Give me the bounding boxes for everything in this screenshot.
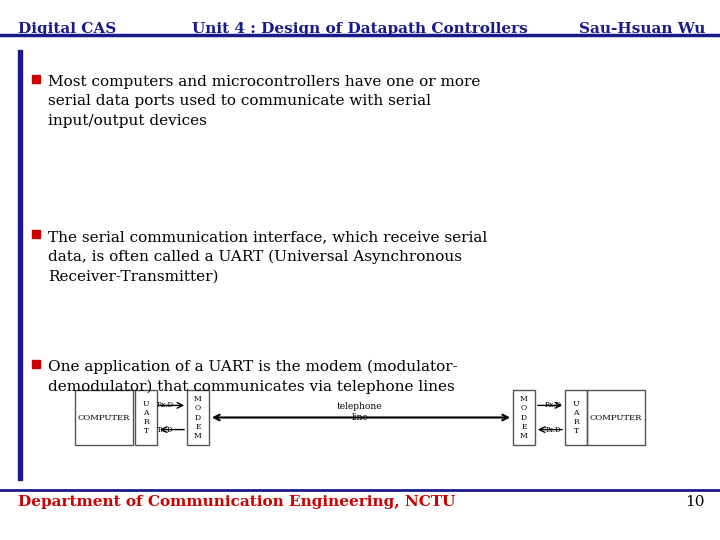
Text: The serial communication interface, which receive serial
data, is often called a: The serial communication interface, whic… <box>48 230 487 284</box>
Text: U
A
R
T: U A R T <box>572 400 580 435</box>
Text: One application of a UART is the modem (modulator-
demodulator) that communicate: One application of a UART is the modem (… <box>48 360 458 395</box>
Text: Unit 4 : Design of Datapath Controllers: Unit 4 : Design of Datapath Controllers <box>192 22 528 36</box>
Bar <box>18 50 22 480</box>
Text: Sau-Hsuan Wu: Sau-Hsuan Wu <box>579 22 705 36</box>
Text: Digital CAS: Digital CAS <box>18 22 116 36</box>
Bar <box>587 390 645 445</box>
Text: Rx.D: Rx.D <box>157 401 174 409</box>
Bar <box>32 230 40 238</box>
Text: Tx.D: Tx.D <box>157 426 174 434</box>
Bar <box>187 390 209 445</box>
Bar <box>565 390 587 445</box>
Text: Rx.D: Rx.D <box>545 401 562 409</box>
Text: Department of Communication Engineering, NCTU: Department of Communication Engineering,… <box>18 495 455 509</box>
Text: line: line <box>351 413 369 422</box>
Text: Most computers and microcontrollers have one or more
serial data ports used to c: Most computers and microcontrollers have… <box>48 75 480 128</box>
Bar <box>513 390 535 445</box>
Text: U
A
R
T: U A R T <box>143 400 149 435</box>
Bar <box>75 390 133 445</box>
Text: 10: 10 <box>685 495 705 509</box>
Bar <box>32 360 40 368</box>
Text: Tx.D: Tx.D <box>545 426 562 434</box>
Bar <box>135 390 157 445</box>
Text: telephone: telephone <box>337 402 383 411</box>
Text: M
O
D
E
M: M O D E M <box>520 395 528 440</box>
Text: COMPUTER: COMPUTER <box>590 414 642 422</box>
Text: M
O
D
E
M: M O D E M <box>194 395 202 440</box>
Text: COMPUTER: COMPUTER <box>78 414 130 422</box>
Bar <box>32 75 40 83</box>
